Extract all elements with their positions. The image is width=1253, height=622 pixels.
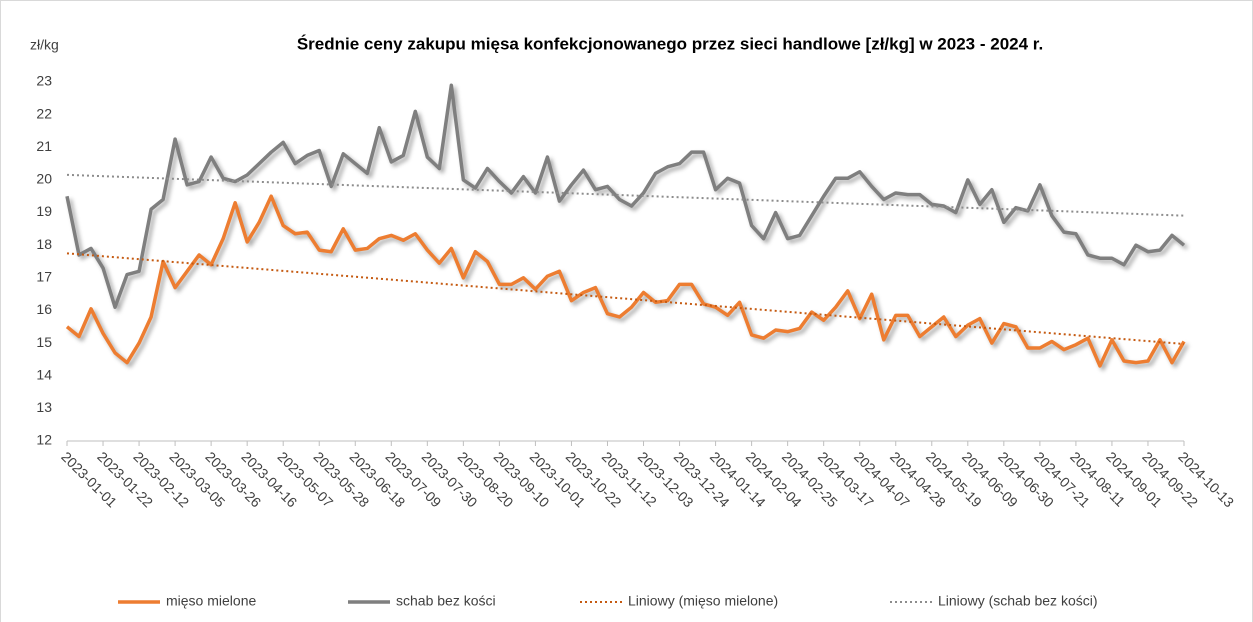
y-tick-label: 17 (36, 269, 52, 285)
legend-label: Liniowy (schab bez kości) (938, 593, 1098, 609)
y-tick-label: 13 (36, 399, 52, 415)
y-tick-label: 22 (36, 105, 52, 121)
y-tick-label: 20 (36, 171, 52, 187)
y-tick-label: 16 (36, 301, 52, 317)
y-tick-label: 23 (36, 73, 52, 89)
y-tick-label: 19 (36, 203, 52, 219)
chart-title: Średnie ceny zakupu mięsa konfekcjonowan… (297, 34, 1043, 53)
legend-label: schab bez kości (396, 593, 496, 609)
y-tick-label: 12 (36, 432, 52, 448)
legend-label: mięso mielone (166, 593, 256, 609)
trend-line (66, 173, 1185, 217)
trend-line (66, 252, 1185, 346)
y-tick-label: 14 (36, 366, 52, 382)
legend-label: Liniowy (mięso mielone) (628, 593, 778, 609)
y-tick-label: 21 (36, 138, 52, 154)
y-axis-label: zł/kg (30, 37, 59, 53)
series-line (65, 83, 1186, 309)
series-line (65, 194, 1186, 368)
y-tick-label: 18 (36, 236, 52, 252)
y-tick-label: 15 (36, 334, 52, 350)
